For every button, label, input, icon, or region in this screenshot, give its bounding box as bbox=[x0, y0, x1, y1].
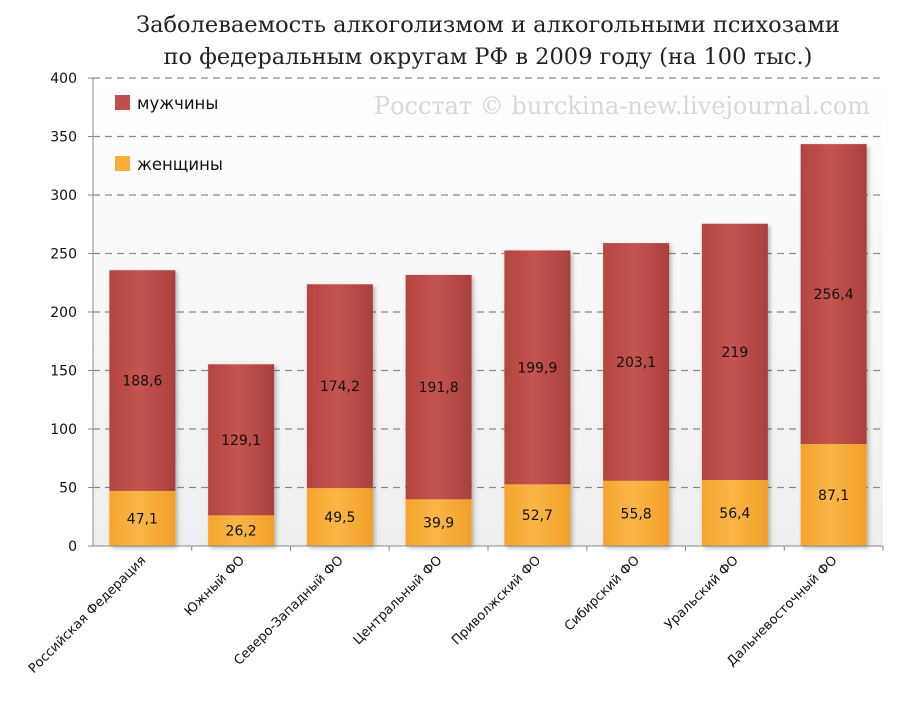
chart-title-line-2: по федеральным округам РФ в 2009 году (н… bbox=[164, 44, 813, 70]
data-label-women: 56,4 bbox=[719, 506, 750, 522]
data-label-men: 219 bbox=[722, 345, 749, 361]
watermark: Росстат © burckina-new.livejournal.com bbox=[374, 92, 870, 120]
x-category-label: Сибирский ФО bbox=[562, 553, 643, 634]
data-label-men: 188,6 bbox=[122, 374, 162, 390]
y-tick-label: 0 bbox=[68, 539, 77, 555]
data-label-women: 26,2 bbox=[226, 524, 257, 540]
bar-segment-men bbox=[603, 243, 670, 481]
y-tick-label: 300 bbox=[50, 188, 77, 204]
bar-stack bbox=[504, 250, 571, 546]
x-tick-labels: Российская Федерация Южный ФОСеверо-Запад… bbox=[26, 546, 884, 677]
bar-segment-men bbox=[504, 250, 571, 485]
data-label-women: 52,7 bbox=[522, 508, 553, 524]
bar-stack bbox=[800, 144, 867, 546]
bar-stack bbox=[603, 243, 670, 546]
y-tick-label: 250 bbox=[50, 247, 77, 263]
data-label-women: 39,9 bbox=[423, 516, 454, 532]
legend-label-women: женщины bbox=[137, 155, 223, 174]
bar-segment-women bbox=[405, 499, 472, 546]
bar-segment-women bbox=[109, 490, 176, 546]
bar-segment-women bbox=[504, 484, 571, 546]
data-label-women: 87,1 bbox=[818, 488, 849, 504]
bar-segment-men bbox=[800, 144, 867, 445]
bar-segment-women bbox=[306, 488, 373, 546]
x-category-label: Северо-Западный ФО bbox=[231, 553, 346, 668]
bar-segment-women bbox=[800, 444, 867, 546]
chart-title-line-1: Заболеваемость алкоголизмом и алкогольны… bbox=[136, 12, 840, 38]
data-label-women: 49,5 bbox=[324, 510, 355, 526]
data-label-men: 191,8 bbox=[419, 380, 459, 396]
x-category-label: Южный ФО bbox=[182, 553, 248, 619]
legend: мужчины женщины bbox=[115, 94, 223, 174]
legend-swatch-women bbox=[115, 156, 130, 171]
bar-segment-women bbox=[603, 480, 670, 546]
bar-segment-men bbox=[208, 364, 275, 516]
bar-segment-women bbox=[208, 515, 275, 546]
bar-segment-men bbox=[306, 284, 373, 489]
bars: 47,1 188,6 26,2 129,1 49,5 174,2 39,9 191,8 52,7… bbox=[109, 144, 867, 546]
bar-segment-men bbox=[405, 274, 472, 500]
data-label-women: 55,8 bbox=[621, 506, 652, 522]
legend-label-men: мужчины bbox=[137, 94, 218, 113]
data-label-men: 199,9 bbox=[517, 360, 557, 376]
bar-segment-men bbox=[109, 270, 176, 491]
bar-segment-women bbox=[701, 480, 768, 546]
bar-stack bbox=[306, 284, 373, 546]
bar-stack bbox=[109, 270, 176, 546]
bar-stack bbox=[701, 223, 768, 546]
data-label-men: 174,2 bbox=[320, 379, 360, 395]
x-category-label: Дальневосточный ФО bbox=[724, 553, 840, 669]
data-label-men: 256,4 bbox=[814, 287, 854, 303]
y-tick-labels: 0 50 100 150 200 250 300 350 400 bbox=[50, 71, 93, 555]
data-label-men: 203,1 bbox=[616, 355, 656, 371]
y-tick-label: 350 bbox=[50, 130, 77, 146]
data-label-men: 129,1 bbox=[221, 433, 261, 449]
bar-segment-men bbox=[701, 223, 768, 481]
y-tick-label: 50 bbox=[59, 481, 77, 497]
y-tick-label: 400 bbox=[50, 71, 77, 87]
x-category-label: Приволжский ФО bbox=[449, 553, 544, 648]
y-tick-label: 100 bbox=[50, 422, 77, 438]
x-category-label: Российская Федерация bbox=[26, 553, 149, 676]
bar-stack bbox=[208, 364, 275, 546]
x-category-label: Центральный ФО bbox=[351, 553, 446, 648]
bar-stack bbox=[405, 274, 472, 546]
data-label-women: 47,1 bbox=[127, 511, 158, 527]
y-tick-label: 200 bbox=[50, 305, 77, 321]
x-category-label: Уральский ФО bbox=[662, 553, 742, 633]
y-tick-label: 150 bbox=[50, 364, 77, 380]
legend-swatch-men bbox=[115, 95, 130, 110]
